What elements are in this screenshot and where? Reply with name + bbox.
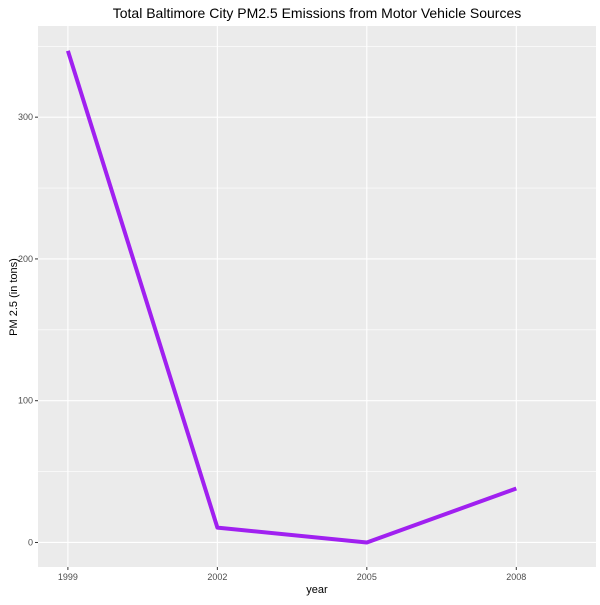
y-tick-label: 100 [18, 396, 33, 406]
plot-panel-background [38, 26, 596, 567]
x-tick-label: 2008 [506, 572, 526, 582]
y-tick-label: 200 [18, 254, 33, 264]
x-tick-label: 1999 [58, 572, 78, 582]
plot-area [38, 26, 596, 567]
y-axis-title: PM 2.5 (in tons) [8, 258, 20, 336]
x-axis-title: year [306, 584, 328, 596]
chart-title: Total Baltimore City PM2.5 Emissions fro… [113, 5, 521, 21]
y-tick-label: 300 [18, 112, 33, 122]
x-tick-label: 2002 [207, 572, 227, 582]
x-tick-label: 2005 [357, 572, 377, 582]
y-tick-label: 0 [28, 537, 33, 547]
